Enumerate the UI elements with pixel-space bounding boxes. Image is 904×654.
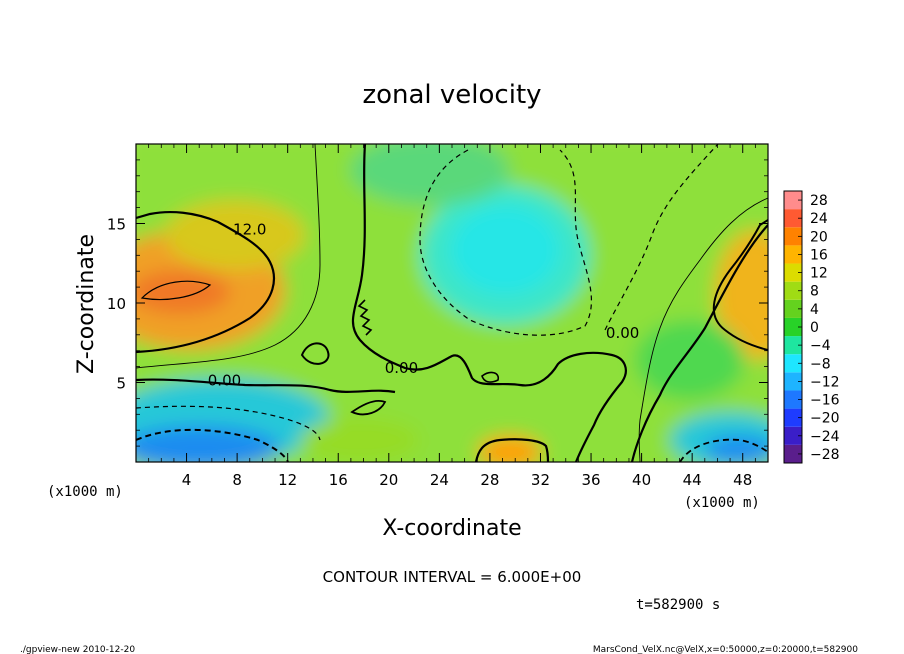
- contour-6-left: [136, 144, 321, 369]
- x-tick-label: 44: [683, 471, 702, 489]
- colorbar-label: −4: [810, 338, 831, 354]
- field-band-middle: [350, 144, 510, 205]
- footer-right: MarsCond_VelX.nc@VelX,x=0:50000,z=0:2000…: [593, 645, 858, 654]
- colorbar-label: 4: [810, 302, 819, 318]
- colorbar-label: 12: [810, 266, 828, 282]
- colorbar-swatch: [784, 227, 802, 246]
- contour-0-middle: [351, 144, 627, 462]
- colorbar-swatch: [784, 209, 802, 228]
- colorbar-swatch: [784, 426, 802, 445]
- colorbar-swatch: [784, 191, 802, 210]
- field-jet-max-left: [136, 270, 230, 314]
- contour-label: 12.0: [233, 221, 266, 239]
- colorbar-label: 16: [810, 247, 828, 263]
- colorbar-swatch: [784, 317, 802, 337]
- colorbar-label: −24: [810, 429, 840, 445]
- colorbar-label: −12: [810, 374, 840, 390]
- footer-left: ./gpview-new 2010-12-20: [20, 645, 135, 654]
- x-tick-label: 16: [329, 471, 348, 489]
- chart-title: zonal velocity: [362, 80, 541, 110]
- colorbar-label: −16: [810, 393, 840, 409]
- colorbar-swatch: [784, 299, 802, 318]
- colorbar-swatch: [784, 444, 802, 463]
- contour-6-right: [638, 197, 768, 462]
- field-return-flow-core: [450, 205, 560, 295]
- contour-12-bottom: [474, 438, 550, 462]
- contour-0-left: [136, 378, 396, 394]
- x-tick-label: 36: [581, 471, 600, 489]
- colorbar-label: 20: [810, 229, 828, 245]
- contour-neg6-left: [136, 405, 321, 441]
- contour-interval: CONTOUR INTERVAL = 6.000E+00: [323, 568, 582, 586]
- colorbar-label: 8: [810, 284, 819, 300]
- contour-label-layer: 12.0 0.00 0.00 0.00: [208, 221, 640, 390]
- y-tick-label: 5: [116, 375, 126, 393]
- field-lower-right-core: [705, 436, 768, 462]
- x-tick-label: 48: [733, 471, 752, 489]
- colorbar-swatch: [784, 263, 802, 282]
- contour-label: 0.00: [208, 372, 241, 390]
- plot-area: 12.00.000.000.00 4 8 12 16 20 24 28 32 36 40 44 48 …: [107, 143, 769, 489]
- colorbar-swatch: [784, 390, 802, 409]
- contour-neg6-middle: [419, 149, 593, 336]
- y-tick-marks: 5 10 15: [107, 159, 768, 447]
- field-bottom-warm: [478, 436, 542, 462]
- time-stamp: t=582900 s: [636, 597, 720, 613]
- x-tick-label: 32: [531, 471, 550, 489]
- field-jet-core-right: [715, 230, 768, 360]
- contour-0-zigzag: [357, 299, 373, 336]
- y-tick-label: 15: [107, 216, 126, 234]
- contour-0-loop-b: [350, 399, 387, 416]
- contour-neg6-right: [604, 144, 719, 331]
- colorbar-label: 0: [810, 320, 819, 336]
- contour-12-right: [712, 219, 768, 351]
- colorbar: 28 24 20 16 12 8 4 0 −4 −8 −12 −16 −20 −24 −28: [783, 190, 840, 464]
- colorbar-swatch: [784, 245, 802, 264]
- x-tick-label: 28: [480, 471, 499, 489]
- colorbar-swatch: [784, 354, 802, 373]
- colorbar-label: 28: [810, 193, 828, 209]
- field-bottom-green: [300, 418, 420, 462]
- x-tick-label: 4: [182, 471, 192, 489]
- x-tick-label: 12: [278, 471, 297, 489]
- y-axis-label: Z-coordinate: [74, 234, 99, 374]
- contour-lines: [136, 144, 768, 462]
- x-unit-label: (x1000 m): [684, 495, 760, 511]
- colorbar-swatch: [784, 336, 802, 355]
- x-axis-label: X-coordinate: [382, 516, 521, 541]
- colorbar-swatch: [784, 372, 802, 391]
- contour-0-loop-c: [481, 371, 500, 383]
- x-tick-label: 40: [632, 471, 651, 489]
- contour-0-loop-a: [300, 342, 330, 365]
- x-tick-label: 20: [379, 471, 398, 489]
- contour-12-left: [136, 210, 276, 354]
- x-tick-label: 24: [430, 471, 449, 489]
- colorbar-label: −8: [810, 356, 831, 372]
- colorbar-label: −20: [810, 411, 840, 427]
- y-tick-label: 10: [107, 295, 126, 313]
- contour-0-right: [630, 224, 768, 462]
- contour-label: 0.00: [385, 359, 418, 377]
- colorbar-label: −28: [810, 447, 840, 463]
- colorbar-swatch: [784, 281, 802, 300]
- contour-label: 0.00: [606, 324, 639, 342]
- colorbar-label: 24: [810, 211, 828, 227]
- contour-18-left: [140, 280, 212, 301]
- velocity-field: [136, 144, 768, 462]
- field-lower-left-core: [136, 426, 280, 462]
- x-tick-marks: 4 8 12 16 20 24 28 32 36 40 44 48: [148, 144, 769, 489]
- field-band-right: [635, 320, 745, 400]
- field-jet-edge-left: [165, 200, 305, 270]
- contour-neg12-left: [136, 428, 289, 462]
- x-tick-label: 8: [232, 471, 242, 489]
- z-unit-label: (x1000 m): [47, 484, 123, 500]
- colorbar-swatch: [784, 408, 802, 427]
